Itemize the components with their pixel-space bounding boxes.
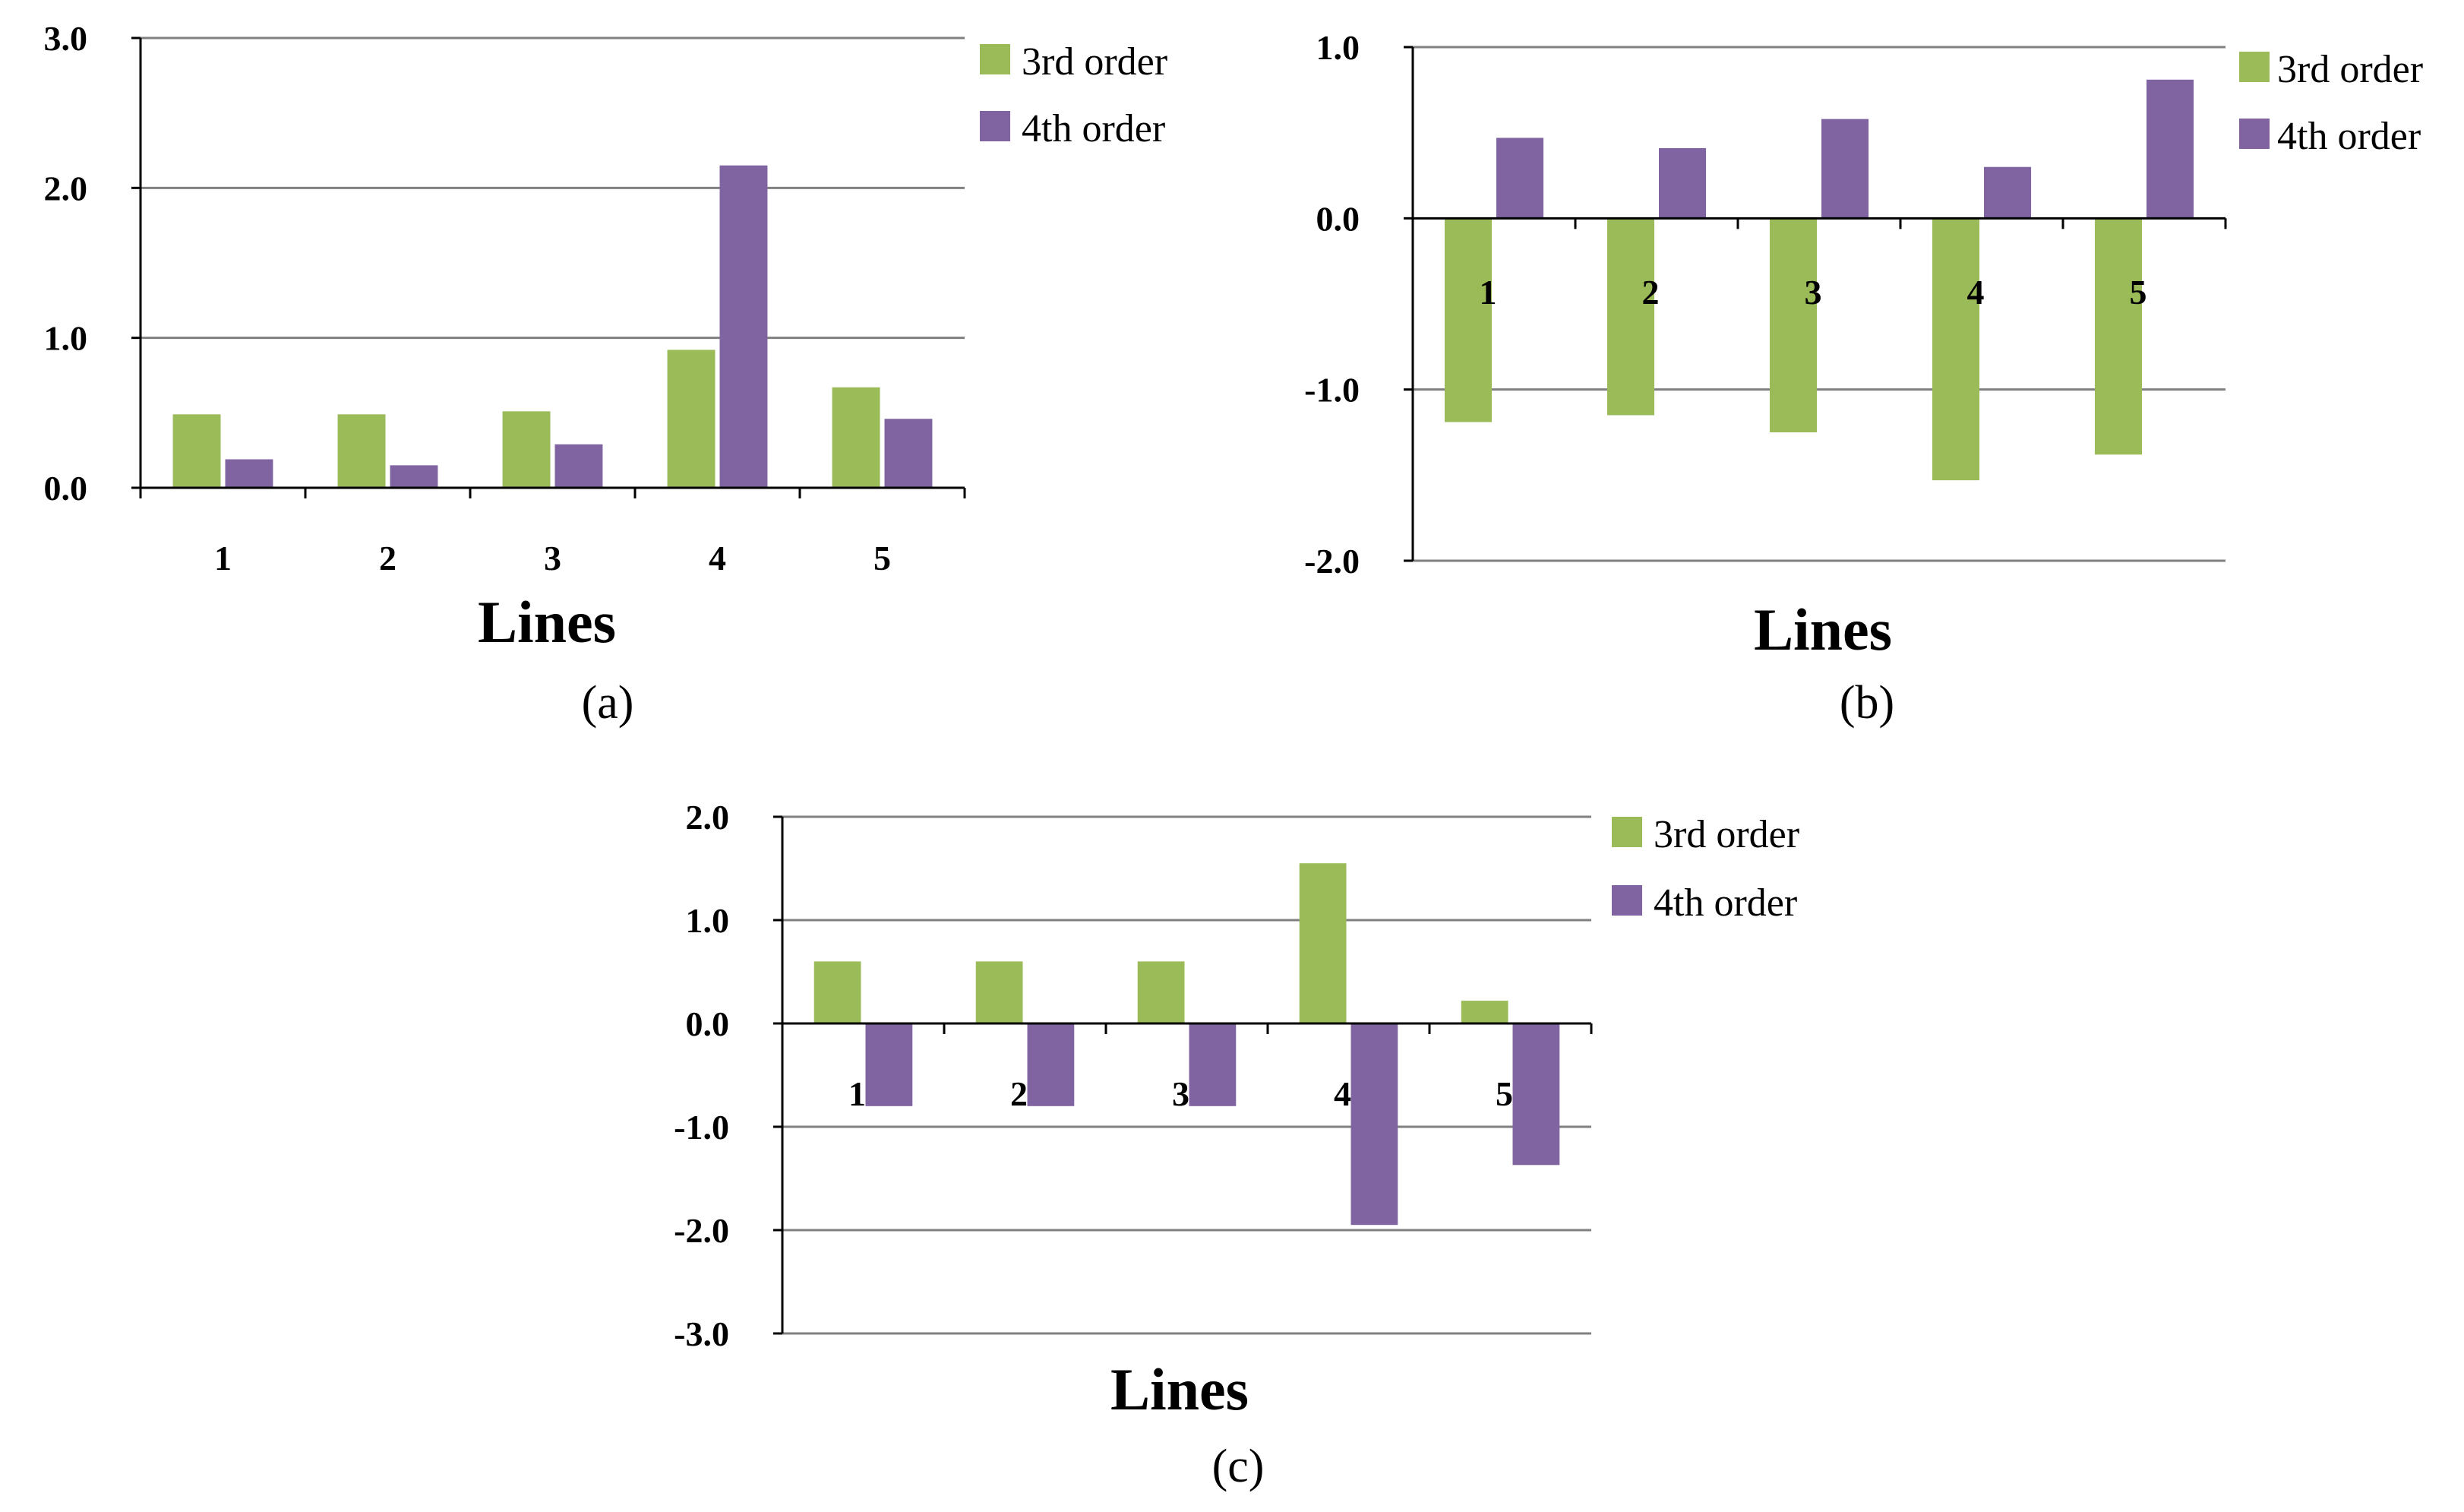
y-tick-label: 2.0	[686, 798, 730, 837]
y-tick-label: 0.0	[44, 469, 88, 508]
bar-4th-order-line-4	[1350, 1023, 1398, 1226]
bar-4th-order-line-1	[225, 459, 273, 488]
bar-3rd-order-line-5	[832, 387, 880, 488]
y-tick-label: -2.0	[674, 1211, 729, 1250]
legend-label-4th-order: 4th order	[1022, 107, 1165, 150]
y-tick-label: 0.0	[686, 1004, 730, 1043]
chart-c-xlabel: Lines	[1110, 1356, 1249, 1422]
x-tick-label: 3	[544, 539, 561, 577]
chart-c-yticks: -3.0 -2.0 -1.0 0.0 1.0 2.0	[674, 798, 729, 1353]
x-tick-label: 5	[2130, 273, 2147, 312]
chart-c-axes	[773, 815, 1593, 1335]
x-tick-label: 1	[1480, 273, 1497, 312]
chart-c-grid	[782, 815, 1591, 1335]
y-tick-label: 2.0	[44, 169, 88, 207]
chart-b: -2.0 -1.0 0.0 1.0 1 2 3 4 5 Lines (b) 3rd order…	[1304, 28, 2423, 729]
y-tick-label: -2.0	[1304, 542, 1360, 580]
chart-b-xlabel: Lines	[1754, 596, 1892, 663]
bar-4th-order-line-3	[554, 444, 603, 488]
bar-3rd-order-line-5	[1461, 1001, 1508, 1023]
bar-3rd-order-line-4	[1299, 863, 1347, 1023]
y-tick-label: 3.0	[44, 19, 88, 58]
x-tick-label: 1	[214, 539, 232, 577]
chart-a-xlabel: Lines	[478, 589, 616, 655]
x-tick-label: 5	[873, 539, 891, 577]
bar-3rd-order-line-2	[1606, 218, 1654, 416]
bar-3rd-order-line-2	[337, 414, 386, 488]
chart-c-panel-label: (c)	[1212, 1441, 1265, 1492]
x-tick-label: 1	[848, 1074, 866, 1113]
chart-b-grid	[1413, 46, 2225, 562]
bar-4th-order-line-3	[1189, 1023, 1237, 1106]
chart-a-bars	[172, 165, 933, 488]
bar-3rd-order-line-1	[172, 414, 221, 488]
chart-a-yticks: 0.0 1.0 2.0 3.0	[44, 19, 88, 508]
bar-4th-order-line-1	[1496, 138, 1544, 219]
y-tick-label: 1.0	[686, 901, 730, 940]
bar-4th-order-line-4	[1984, 166, 2032, 219]
x-tick-label: 4	[709, 539, 726, 577]
y-tick-label: -1.0	[1304, 371, 1360, 410]
chart-b-legend: 3rd order 4th order	[2239, 48, 2423, 158]
legend-swatch-4th-order	[2239, 119, 2270, 149]
y-tick-label: 1.0	[44, 319, 88, 358]
chart-c-legend: 3rd order 4th order	[1612, 813, 1799, 925]
bar-3rd-order-line-4	[667, 350, 716, 488]
bar-4th-order-line-2	[1659, 147, 1707, 219]
legend-swatch-3rd-order	[980, 44, 1010, 74]
chart-b-xticks: 1 2 3 4 5	[1480, 273, 2147, 312]
chart-a-panel-label: (a)	[582, 677, 634, 729]
chart-b-bars	[1444, 79, 2194, 481]
bar-3rd-order-line-3	[502, 411, 551, 488]
chart-a-grid	[141, 36, 965, 340]
legend-label-3rd-order: 3rd order	[1022, 40, 1167, 84]
bar-3rd-order-line-4	[1932, 218, 1979, 481]
legend-label-4th-order: 4th order	[1654, 881, 1797, 925]
y-tick-label: -1.0	[674, 1108, 729, 1147]
legend-label-3rd-order: 3rd order	[1654, 813, 1799, 856]
bar-4th-order-line-2	[1027, 1023, 1075, 1106]
bar-3rd-order-line-3	[1137, 961, 1185, 1023]
legend-swatch-4th-order	[1612, 885, 1642, 916]
chart-a-legend: 3rd order 4th order	[980, 40, 1167, 150]
y-tick-label: 1.0	[1316, 28, 1360, 67]
x-tick-label: 3	[1805, 273, 1822, 312]
x-tick-label: 4	[1334, 1074, 1351, 1113]
y-tick-label: 0.0	[1316, 199, 1360, 238]
chart-c-bars	[813, 863, 1560, 1226]
bar-4th-order-line-2	[390, 465, 438, 488]
bar-4th-order-line-1	[865, 1023, 913, 1106]
bar-3rd-order-line-1	[1444, 218, 1492, 422]
legend-label-4th-order: 4th order	[2277, 115, 2421, 158]
bar-3rd-order-line-3	[1769, 218, 1817, 432]
chart-a-xticks: 1 2 3 4 5	[214, 539, 891, 577]
chart-b-panel-label: (b)	[1840, 677, 1894, 729]
x-tick-label: 2	[1642, 273, 1660, 312]
x-tick-label: 2	[1010, 1074, 1028, 1113]
bar-4th-order-line-5	[2147, 79, 2194, 219]
x-tick-label: 2	[379, 539, 396, 577]
legend-swatch-4th-order	[980, 111, 1010, 141]
bar-3rd-order-line-5	[2094, 218, 2142, 455]
bar-3rd-order-line-1	[813, 961, 861, 1023]
x-tick-label: 4	[1967, 273, 1985, 312]
x-tick-label: 3	[1172, 1074, 1189, 1113]
chart-b-yticks: -2.0 -1.0 0.0 1.0	[1304, 28, 1360, 580]
legend-swatch-3rd-order	[2239, 52, 2270, 82]
bar-4th-order-line-5	[884, 419, 933, 488]
y-tick-label: -3.0	[674, 1314, 729, 1353]
bar-4th-order-line-5	[1512, 1023, 1560, 1166]
bar-4th-order-line-4	[719, 165, 768, 488]
bar-4th-order-line-3	[1821, 119, 1869, 219]
chart-b-axes	[1404, 46, 2227, 562]
legend-swatch-3rd-order	[1612, 817, 1642, 847]
chart-c: -3.0 -2.0 -1.0 0.0 1.0 2.0 1 2 3 4 5 Lines (c) 3r…	[674, 798, 1799, 1492]
x-tick-label: 5	[1496, 1074, 1513, 1113]
chart-a: 0.0 1.0 2.0 3.0 1 2 3 4 5 Lines (a) 3rd order 4…	[44, 19, 1168, 729]
legend-label-3rd-order: 3rd order	[2277, 48, 2423, 91]
bar-3rd-order-line-2	[975, 961, 1023, 1023]
chart-c-xticks: 1 2 3 4 5	[848, 1074, 1513, 1113]
chart-a-axes	[131, 36, 966, 498]
